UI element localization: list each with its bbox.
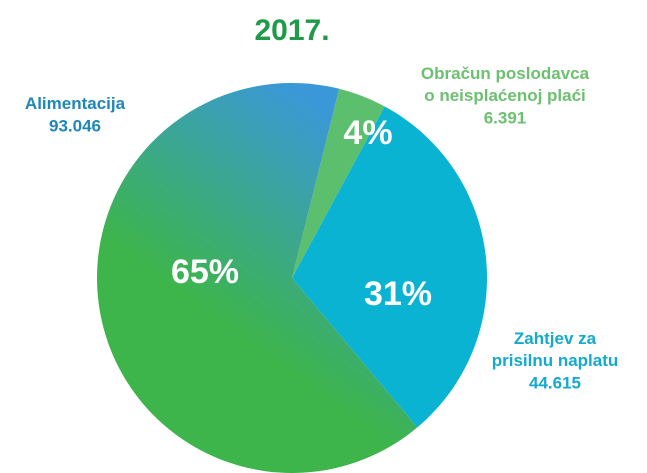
percent-label: 65% [171, 253, 239, 291]
count-label: 44.615 [529, 373, 581, 392]
category-label-line: Zahtjev za [514, 329, 597, 348]
pie-slice [292, 88, 385, 279]
category-label: Obračun poslodavca o neisplaćenoj plaći [421, 64, 590, 105]
category-label-line: Obračun poslodavca [421, 64, 590, 83]
category-label-line: Alimentacija [25, 94, 126, 113]
count-label: 6.391 [484, 108, 527, 127]
percent-label: 4% [343, 114, 392, 152]
pie-slice [97, 82, 418, 473]
category-label-line: prisilnu naplatu [492, 351, 619, 370]
chart-title: 2017. [254, 14, 329, 47]
count-label: 93.046 [49, 116, 101, 135]
pie-slice [292, 106, 487, 428]
category-label: Alimentacija [25, 94, 126, 113]
category-label: Zahtjev za prisilnu naplatu [492, 329, 619, 370]
category-label-line: o neisplaćenoj plaći [424, 86, 586, 105]
percent-label: 31% [364, 275, 432, 313]
